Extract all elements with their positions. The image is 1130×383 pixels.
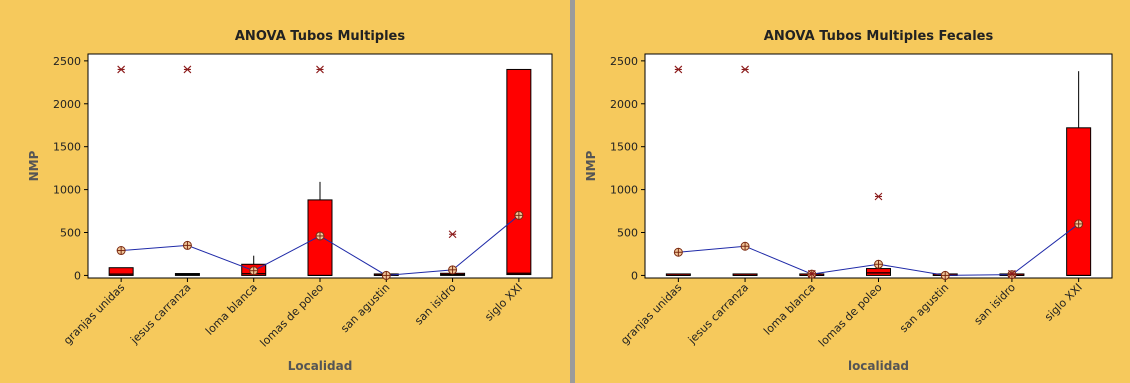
mean-marker (673, 247, 683, 257)
y-tick-label: 500 (617, 227, 638, 240)
outlier-point (448, 230, 457, 239)
mean-marker (940, 270, 950, 280)
y-tick-label: 1500 (53, 141, 81, 154)
outlier-point (674, 65, 683, 74)
mean-marker (740, 241, 750, 251)
box-3 (866, 268, 891, 276)
box-0 (665, 273, 691, 277)
box-1 (732, 273, 758, 277)
y-tick-label: 1000 (610, 184, 638, 197)
mean-marker (116, 246, 126, 256)
panel-divider (570, 0, 575, 383)
y-tick-label: 2500 (53, 55, 81, 68)
mean-marker (1007, 270, 1017, 280)
outlier-point (874, 192, 883, 201)
boxplot-chart-tubos-multiples-fecales: ANOVA Tubos Multiples Fecales NMP localida… (575, 0, 1130, 383)
y-tick-label: 0 (74, 269, 81, 282)
outlier-point (807, 269, 816, 278)
box-body (506, 68, 532, 276)
y-axis-label: NMP (27, 150, 41, 181)
x-axis-label: localidad (848, 359, 909, 373)
y-tick-label: 2500 (610, 55, 638, 68)
chart-panel-tubos-multiples: ANOVA Tubos Multiples NMP Localidad 0 500 100… (0, 0, 570, 383)
outlier-point (1008, 269, 1016, 278)
chart-title: ANOVA Tubos Multiples Fecales (764, 29, 994, 44)
y-tick-label: 0 (631, 269, 638, 282)
box-1 (174, 273, 200, 276)
outlier-point (316, 65, 324, 74)
boxplot-chart-tubos-multiples: ANOVA Tubos Multiples NMP Localidad 0 500 100… (0, 0, 570, 383)
outlier-point (741, 65, 749, 74)
mean-marker (381, 270, 391, 280)
chart-title: ANOVA Tubos Multiples (235, 29, 406, 44)
y-tick-label: 2000 (53, 98, 81, 111)
mean-marker (315, 231, 325, 241)
x-axis-label: Localidad (288, 359, 353, 373)
plot-area (644, 53, 1113, 279)
box-body (1066, 127, 1092, 276)
y-axis-label: NMP (584, 150, 598, 181)
y-tick-label: 1000 (53, 184, 81, 197)
box-body (866, 268, 891, 276)
y-tick-label: 2000 (610, 98, 638, 111)
mean-marker (249, 266, 259, 276)
box-6 (1066, 71, 1092, 277)
mean-marker (1074, 219, 1084, 229)
mean-marker (874, 259, 883, 269)
y-tick-label: 500 (60, 227, 81, 240)
mean-marker (182, 240, 192, 250)
box-6 (506, 68, 532, 276)
y-tick-label: 1500 (610, 141, 638, 154)
box-0 (108, 267, 134, 276)
box-body (108, 267, 134, 276)
mean-marker (514, 210, 524, 220)
outlier-point (183, 65, 192, 74)
outlier-point (117, 65, 126, 74)
mean-marker (448, 265, 458, 275)
chart-panel-tubos-multiples-fecales: ANOVA Tubos Multiples Fecales NMP localida… (575, 0, 1130, 383)
